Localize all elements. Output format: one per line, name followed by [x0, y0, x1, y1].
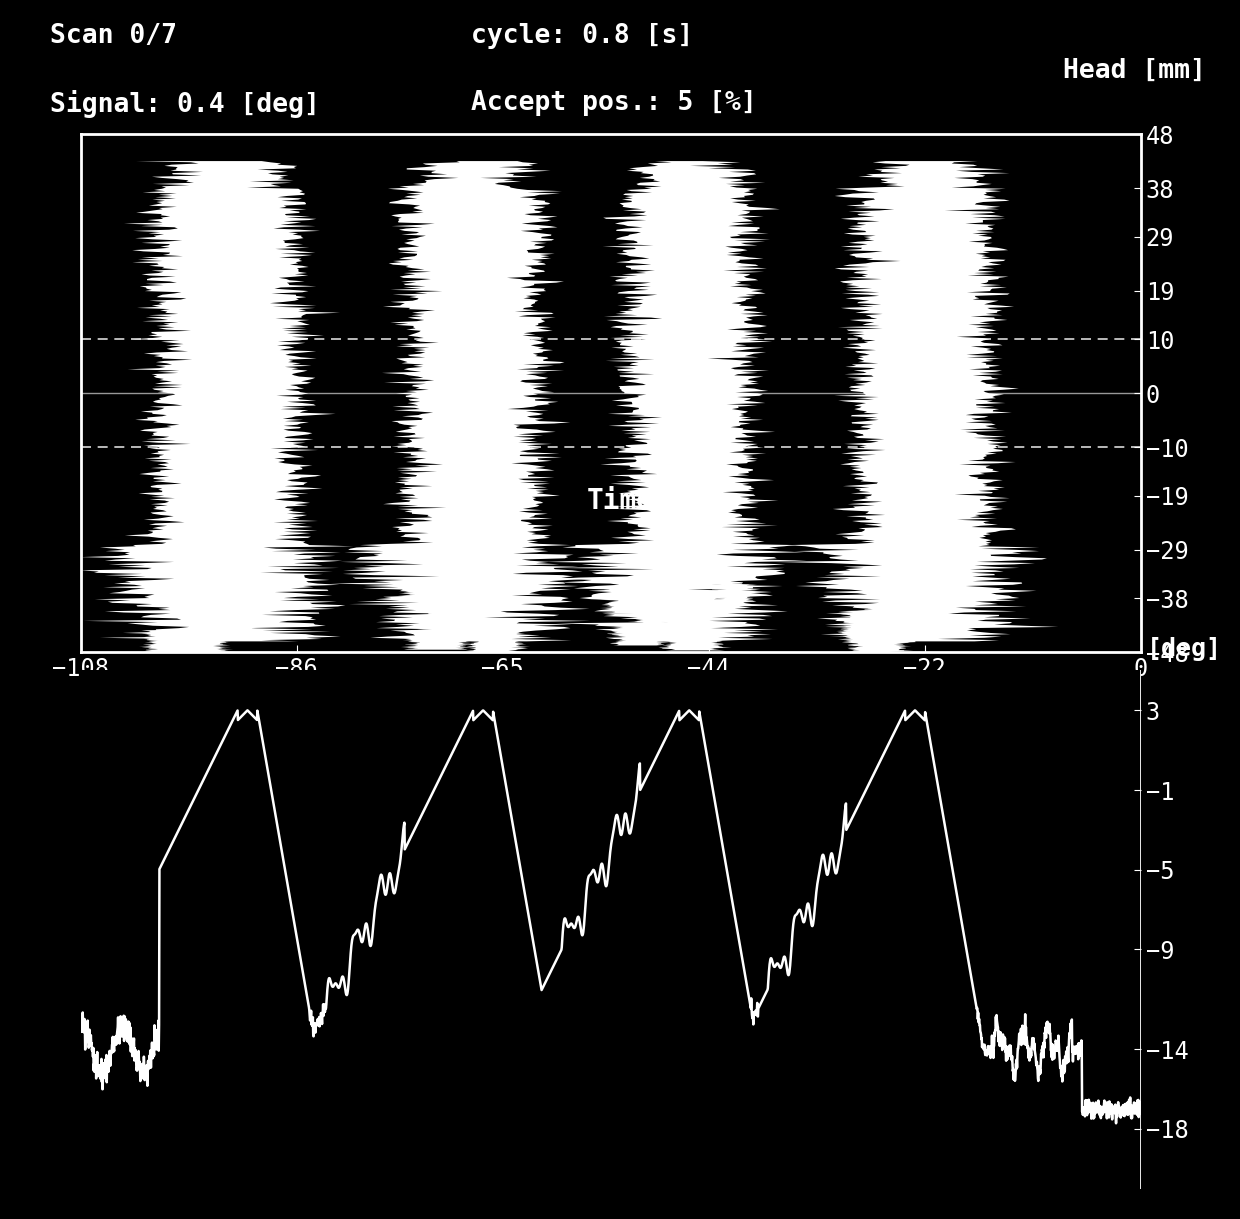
Polygon shape — [174, 597, 244, 618]
Text: cycle: 0.8 [s]: cycle: 0.8 [s] — [471, 23, 693, 49]
Polygon shape — [867, 583, 952, 594]
Polygon shape — [417, 605, 491, 631]
Polygon shape — [911, 578, 963, 599]
Polygon shape — [830, 625, 924, 636]
Text: Time: Time — [587, 488, 653, 516]
Polygon shape — [465, 625, 531, 653]
Polygon shape — [627, 611, 672, 624]
Text: Scan 0/7: Scan 0/7 — [50, 23, 176, 49]
Polygon shape — [544, 161, 807, 641]
Polygon shape — [171, 631, 217, 651]
Polygon shape — [857, 608, 919, 635]
Text: Accept pos.: 5 [%]: Accept pos.: 5 [%] — [471, 89, 756, 116]
Polygon shape — [625, 586, 680, 600]
Polygon shape — [704, 584, 761, 602]
Polygon shape — [435, 601, 510, 614]
Polygon shape — [184, 624, 231, 644]
Text: Signal: 0.4 [deg]: Signal: 0.4 [deg] — [50, 89, 320, 117]
Polygon shape — [897, 603, 957, 631]
Polygon shape — [398, 588, 451, 601]
Polygon shape — [412, 579, 486, 597]
Polygon shape — [838, 633, 914, 652]
Polygon shape — [446, 618, 496, 630]
Polygon shape — [837, 611, 918, 642]
Polygon shape — [206, 585, 284, 599]
Polygon shape — [608, 627, 673, 646]
Polygon shape — [658, 624, 732, 651]
Polygon shape — [675, 638, 722, 650]
Polygon shape — [211, 613, 265, 638]
Polygon shape — [595, 589, 689, 613]
Polygon shape — [438, 580, 507, 606]
Polygon shape — [873, 599, 951, 620]
Polygon shape — [398, 638, 475, 650]
Text: [deg]: [deg] — [1147, 636, 1221, 661]
Polygon shape — [773, 161, 1059, 641]
Polygon shape — [193, 586, 252, 614]
Polygon shape — [611, 624, 687, 636]
Text: Head [mm]: Head [mm] — [1063, 57, 1207, 83]
Polygon shape — [139, 630, 224, 652]
Polygon shape — [331, 161, 590, 641]
Polygon shape — [149, 639, 237, 653]
Polygon shape — [81, 161, 353, 641]
